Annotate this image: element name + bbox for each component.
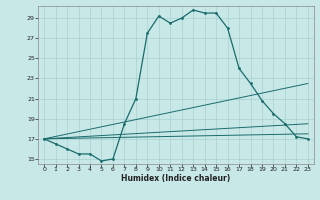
X-axis label: Humidex (Indice chaleur): Humidex (Indice chaleur) <box>121 174 231 183</box>
